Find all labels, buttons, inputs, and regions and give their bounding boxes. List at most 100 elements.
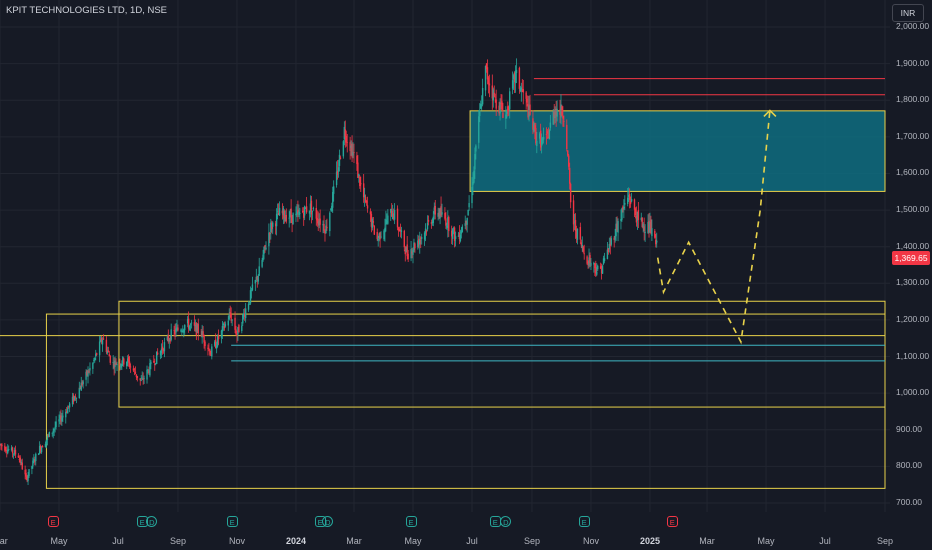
candle-body xyxy=(107,350,110,352)
candle-body xyxy=(464,223,466,226)
candle-body xyxy=(406,244,408,257)
candle-body xyxy=(154,363,156,365)
candle-body xyxy=(595,267,597,274)
candle-body xyxy=(150,361,152,365)
candle-body xyxy=(284,217,287,222)
candle-body xyxy=(364,197,367,203)
candle-body xyxy=(299,213,301,214)
candle-body xyxy=(501,101,503,110)
currency-unit-button[interactable]: INR xyxy=(892,4,924,22)
candle-body xyxy=(11,447,14,454)
candle-body xyxy=(600,265,603,274)
candle-body xyxy=(72,395,75,402)
candle-body xyxy=(609,243,612,246)
candle-body xyxy=(204,341,206,347)
candle-body xyxy=(135,374,138,377)
candle-body xyxy=(404,249,406,255)
earnings-marker[interactable]: E xyxy=(578,516,590,527)
last-price-label: 1,369.65 xyxy=(892,250,930,265)
candle-body xyxy=(140,380,142,382)
candle-body xyxy=(160,348,163,354)
candle-body xyxy=(493,92,495,97)
candle-body xyxy=(332,186,335,194)
candle-body xyxy=(636,211,639,221)
dividend-marker[interactable]: D xyxy=(146,516,158,527)
candle-body xyxy=(26,476,28,481)
candle-body xyxy=(275,213,278,227)
candle-body xyxy=(175,328,177,333)
earnings-marker[interactable]: E xyxy=(666,516,678,527)
candle-body xyxy=(303,206,306,216)
candle-body xyxy=(522,88,524,93)
candle-body xyxy=(335,171,338,186)
candle-body xyxy=(148,370,150,374)
candle-body xyxy=(465,220,467,224)
candle-body xyxy=(162,348,165,352)
candle-body xyxy=(236,334,238,336)
earnings-marker[interactable]: E xyxy=(47,516,59,527)
candle-body xyxy=(241,325,243,331)
candle-body xyxy=(627,197,629,204)
candle-body xyxy=(319,218,321,225)
candle-body xyxy=(508,108,510,111)
candle-body xyxy=(484,65,487,91)
candle-body xyxy=(10,447,13,451)
candle-body xyxy=(425,230,428,232)
candle-body xyxy=(98,341,101,356)
candle-body xyxy=(487,77,490,84)
earnings-marker[interactable]: E xyxy=(405,516,417,527)
candle-body xyxy=(18,458,21,460)
candle-body xyxy=(324,230,326,234)
candle-body xyxy=(620,218,622,221)
candle-body xyxy=(51,432,53,434)
candle-body xyxy=(112,361,114,364)
candle-body xyxy=(654,230,656,238)
candle-body xyxy=(244,314,246,317)
candle-body xyxy=(488,83,491,86)
dividend-marker[interactable]: D xyxy=(322,516,334,527)
candle-body xyxy=(283,210,286,219)
candle-body xyxy=(45,439,48,444)
earnings-marker[interactable]: E xyxy=(489,516,501,527)
candle-body xyxy=(593,262,595,265)
candle-body xyxy=(143,378,145,379)
candle-body xyxy=(6,451,8,453)
candle-body xyxy=(588,257,590,266)
candle-body xyxy=(217,335,220,340)
time-tick-label: Jul xyxy=(112,536,124,546)
candle-body xyxy=(434,205,436,215)
range-box xyxy=(118,300,886,408)
candle-body xyxy=(426,222,429,230)
candle-body xyxy=(248,302,251,304)
candle-body xyxy=(88,371,90,373)
earnings-marker[interactable]: E xyxy=(226,516,238,527)
candle-body xyxy=(263,246,265,254)
candle-body xyxy=(66,411,68,413)
candle-body xyxy=(393,210,396,220)
candle-body xyxy=(305,206,308,213)
candle-body xyxy=(359,176,361,187)
candle-body xyxy=(7,449,9,454)
overlay-layer xyxy=(656,109,777,345)
dividend-marker[interactable]: D xyxy=(500,516,512,527)
candle-body xyxy=(513,72,516,83)
candle-body xyxy=(370,213,373,227)
candle-body xyxy=(136,376,139,379)
candle-body xyxy=(94,358,96,360)
candle-body xyxy=(75,397,78,399)
candle-body xyxy=(228,313,230,320)
candle-body xyxy=(121,363,123,367)
candle-body xyxy=(281,210,284,214)
candle-body xyxy=(441,212,443,215)
candle-body xyxy=(114,360,116,367)
candle-body xyxy=(48,432,51,437)
candle-body xyxy=(17,455,20,458)
candle-body xyxy=(418,238,420,245)
candle-body xyxy=(424,228,427,234)
candle-body xyxy=(603,258,606,262)
candle-body xyxy=(648,221,650,233)
candle-body xyxy=(385,219,387,225)
price-tick-label: 1,500.00 xyxy=(896,204,930,215)
time-tick-label: Mar xyxy=(699,536,715,546)
